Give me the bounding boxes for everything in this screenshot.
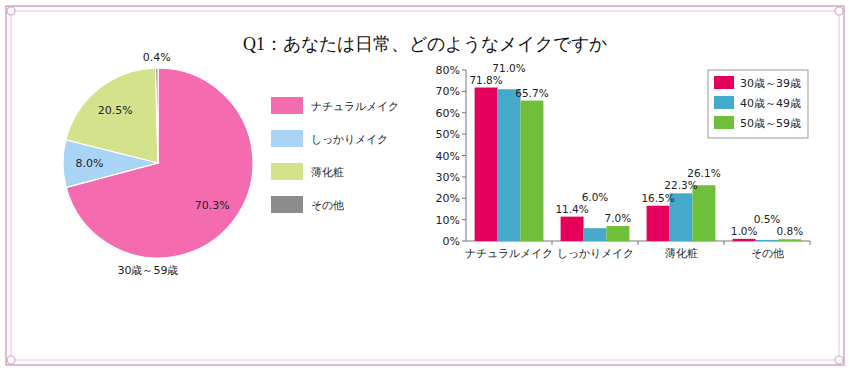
tick-label: 10% bbox=[436, 214, 460, 227]
data-label: 70.3% bbox=[195, 199, 230, 212]
frame-outer bbox=[6, 6, 844, 365]
category-tick bbox=[552, 241, 553, 245]
bar bbox=[498, 89, 521, 241]
bar bbox=[692, 185, 715, 241]
legend-label: しっかりメイク bbox=[311, 133, 388, 146]
legend-swatch bbox=[714, 96, 734, 109]
data-label: 6.0% bbox=[582, 191, 609, 203]
category-label: しっかりメイク bbox=[557, 247, 634, 260]
data-label: 7.0% bbox=[605, 212, 632, 224]
data-label: 20.5% bbox=[98, 104, 133, 117]
frame-ornament bbox=[835, 356, 843, 364]
tick-label: 30% bbox=[436, 171, 460, 184]
tick-label: 80% bbox=[436, 64, 460, 77]
bar bbox=[733, 239, 756, 241]
tick bbox=[462, 241, 466, 242]
data-label: 0.8% bbox=[777, 225, 804, 237]
category-tick bbox=[810, 241, 811, 245]
bar bbox=[475, 88, 498, 241]
frame-ornament bbox=[7, 356, 15, 364]
bar bbox=[647, 206, 670, 241]
tick-label: 0% bbox=[443, 235, 460, 248]
legend-label: 50歳～59歳 bbox=[740, 117, 801, 130]
legend-label: 30歳～39歳 bbox=[740, 77, 801, 90]
data-label: 0.4% bbox=[143, 51, 171, 64]
category-label: その他 bbox=[751, 247, 784, 260]
bar bbox=[756, 240, 779, 241]
pie-slice bbox=[66, 68, 158, 163]
bar bbox=[584, 228, 607, 241]
bar bbox=[778, 239, 801, 241]
subtitle: 30歳～59歳 bbox=[118, 264, 179, 277]
data-label: 71.0% bbox=[492, 62, 525, 74]
category-label: ナチュラルメイク bbox=[465, 247, 553, 260]
tick-label: 60% bbox=[436, 107, 460, 120]
data-label: 65.7% bbox=[515, 87, 548, 99]
tick bbox=[462, 134, 466, 135]
data-label: 22.3% bbox=[664, 179, 697, 191]
legend-swatch bbox=[271, 130, 303, 147]
tick bbox=[462, 219, 466, 220]
tick-label: 40% bbox=[436, 150, 460, 163]
category-tick bbox=[638, 241, 639, 245]
data-label: 26.1% bbox=[687, 167, 720, 179]
tick bbox=[462, 91, 466, 92]
frame-ornament bbox=[835, 7, 843, 15]
legend-swatch bbox=[714, 116, 734, 129]
tick-label: 50% bbox=[436, 128, 460, 141]
tick-label: 70% bbox=[436, 85, 460, 98]
data-label: 16.5% bbox=[641, 192, 674, 204]
legend-swatch bbox=[271, 196, 303, 213]
legend-label: 40歳～49歳 bbox=[740, 97, 801, 110]
bar bbox=[606, 226, 629, 241]
tick-label: 20% bbox=[436, 192, 460, 205]
data-label: 1.0% bbox=[731, 225, 758, 237]
frame-ornament bbox=[7, 7, 15, 15]
data-label: 0.5% bbox=[754, 213, 781, 225]
bar bbox=[520, 101, 543, 241]
legend-label: 薄化粧 bbox=[311, 166, 344, 179]
legend-swatch bbox=[271, 97, 303, 114]
pie-slice bbox=[156, 68, 158, 163]
tick bbox=[462, 70, 466, 71]
tick bbox=[462, 155, 466, 156]
pie bbox=[63, 68, 253, 258]
legend-label: ナチュラルメイク bbox=[311, 100, 399, 113]
tick bbox=[462, 198, 466, 199]
category-label: 薄化粧 bbox=[665, 247, 698, 260]
data-label: 8.0% bbox=[76, 157, 104, 170]
data-label: 71.8% bbox=[469, 74, 502, 86]
legend-swatch bbox=[714, 76, 734, 89]
tick bbox=[462, 176, 466, 177]
data-label: 11.4% bbox=[555, 203, 588, 215]
y-axis bbox=[466, 70, 467, 241]
bar bbox=[561, 217, 584, 241]
frame-inner bbox=[11, 11, 839, 360]
chart-canvas: Q1：あなたは日常、どのようなメイクですか 70.3% 8.0% 20.5% 0.4% 3… bbox=[0, 0, 850, 371]
category-tick bbox=[724, 241, 725, 245]
tick bbox=[462, 112, 466, 113]
legend-swatch bbox=[271, 163, 303, 180]
legend-label: その他 bbox=[311, 199, 344, 212]
title: Q1：あなたは日常、どのようなメイクですか bbox=[243, 34, 607, 54]
legend-box bbox=[708, 70, 808, 138]
